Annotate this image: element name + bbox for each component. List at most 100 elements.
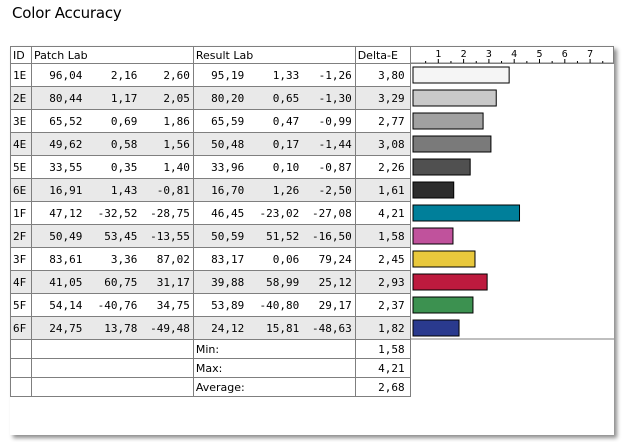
summary-label: Max:: [192, 358, 356, 378]
result-l: 95,19: [192, 63, 248, 87]
patch-l: 54,14: [30, 293, 86, 317]
patch-b: 2,05: [140, 86, 194, 110]
tick-label: 3: [486, 49, 492, 60]
bar-1F: [412, 204, 521, 222]
blank-cell: [30, 358, 194, 378]
bar-2F: [412, 227, 454, 245]
header-id: ID: [10, 46, 32, 64]
result-a: 1,33: [247, 63, 303, 87]
result-a: 0,17: [247, 132, 303, 156]
result-l: 65,59: [192, 109, 248, 133]
summary-value: 1,58: [354, 339, 411, 359]
table-row: 6E 16,91 1,43 -0,81 16,70 1,26 -2,50 1,61: [10, 178, 614, 202]
patch-l: 33,55: [30, 155, 86, 179]
header-delta-e: Delta-E: [354, 46, 411, 64]
result-a: -23,02: [247, 201, 303, 225]
summary-label: Min:: [192, 339, 356, 359]
patch-l: 83,61: [30, 247, 86, 271]
patch-a: -32,52: [85, 201, 141, 225]
patch-a: 60,75: [85, 270, 141, 294]
summary-row: Average: 2,68: [10, 377, 614, 397]
header-patch-lab: Patch Lab: [30, 46, 194, 64]
blank-cell: [30, 339, 194, 359]
result-l: 83,17: [192, 247, 248, 271]
delta-e-value: 2,93: [354, 270, 411, 294]
result-a: 1,26: [247, 178, 303, 202]
row-id: 2E: [10, 86, 32, 110]
patch-a: 13,78: [85, 316, 141, 340]
patch-a: 0,35: [85, 155, 141, 179]
patch-l: 24,75: [30, 316, 86, 340]
color-accuracy-panel: ID Patch Lab Result Lab Delta-E 1E 96,04 2…: [10, 46, 615, 435]
color-accuracy-table: ID Patch Lab Result Lab Delta-E 1E 96,04 2…: [10, 46, 615, 397]
patch-a: 1,17: [85, 86, 141, 110]
patch-l: 96,04: [30, 63, 86, 87]
bar-2E: [412, 89, 497, 107]
bar-5E: [412, 158, 471, 176]
result-a: 0,47: [247, 109, 303, 133]
blank-cell: [30, 377, 194, 397]
patch-b: -49,48: [140, 316, 194, 340]
result-l: 24,12: [192, 316, 248, 340]
result-l: 33,96: [192, 155, 248, 179]
summary-value: 4,21: [354, 358, 411, 378]
patch-l: 49,62: [30, 132, 86, 156]
patch-a: 0,69: [85, 109, 141, 133]
tick-label: 6: [562, 49, 568, 60]
summary-label: Average:: [192, 377, 356, 397]
result-b: 79,24: [302, 247, 356, 271]
summary-row: Min: 1,58: [10, 339, 614, 359]
table-row: 2F 50,49 53,45 -13,55 50,59 51,52 -16,50 1,58: [10, 224, 614, 248]
delta-e-value: 2,26: [354, 155, 411, 179]
result-a: 0,10: [247, 155, 303, 179]
patch-b: -28,75: [140, 201, 194, 225]
result-a: 51,52: [247, 224, 303, 248]
row-id: 1F: [10, 201, 32, 225]
result-b: -2,50: [302, 178, 356, 202]
result-b: -27,08: [302, 201, 356, 225]
patch-l: 16,91: [30, 178, 86, 202]
bar-4F: [412, 273, 488, 291]
result-a: 15,81: [247, 316, 303, 340]
bar-4E: [412, 135, 492, 153]
result-l: 50,59: [192, 224, 248, 248]
table-row: 4F 41,05 60,75 31,17 39,88 58,99 25,12 2,93: [10, 270, 614, 294]
patch-b: 1,86: [140, 109, 194, 133]
bar-6E: [412, 181, 455, 199]
patch-b: 1,40: [140, 155, 194, 179]
row-id: 3F: [10, 247, 32, 271]
row-id: 2F: [10, 224, 32, 248]
row-id: 3E: [10, 109, 32, 133]
bar-3F: [412, 250, 476, 268]
tick-label: 1: [435, 49, 441, 60]
patch-b: 1,56: [140, 132, 194, 156]
patch-l: 47,12: [30, 201, 86, 225]
blank-cell: [10, 339, 32, 359]
patch-b: 31,17: [140, 270, 194, 294]
delta-e-value: 3,29: [354, 86, 411, 110]
row-id: 4E: [10, 132, 32, 156]
bar-1E: [412, 66, 510, 84]
patch-b: -13,55: [140, 224, 194, 248]
bar-3E: [412, 112, 484, 130]
page-title: Color Accuracy: [12, 4, 122, 22]
row-id: 4F: [10, 270, 32, 294]
summary-value: 2,68: [354, 377, 411, 397]
table-row: 1F 47,12 -32,52 -28,75 46,45 -23,02 -27,08 4,21: [10, 201, 614, 225]
delta-e-value: 1,58: [354, 224, 411, 248]
result-b: -1,26: [302, 63, 356, 87]
patch-l: 80,44: [30, 86, 86, 110]
patch-b: -0,81: [140, 178, 194, 202]
patch-b: 87,02: [140, 247, 194, 271]
delta-e-value: 1,82: [354, 316, 411, 340]
result-l: 46,45: [192, 201, 248, 225]
delta-e-value: 2,45: [354, 247, 411, 271]
patch-l: 65,52: [30, 109, 86, 133]
delta-e-value: 3,08: [354, 132, 411, 156]
row-id: 6F: [10, 316, 32, 340]
patch-b: 2,60: [140, 63, 194, 87]
patch-a: 2,16: [85, 63, 141, 87]
row-id: 6E: [10, 178, 32, 202]
delta-e-value: 3,80: [354, 63, 411, 87]
result-b: 25,12: [302, 270, 356, 294]
